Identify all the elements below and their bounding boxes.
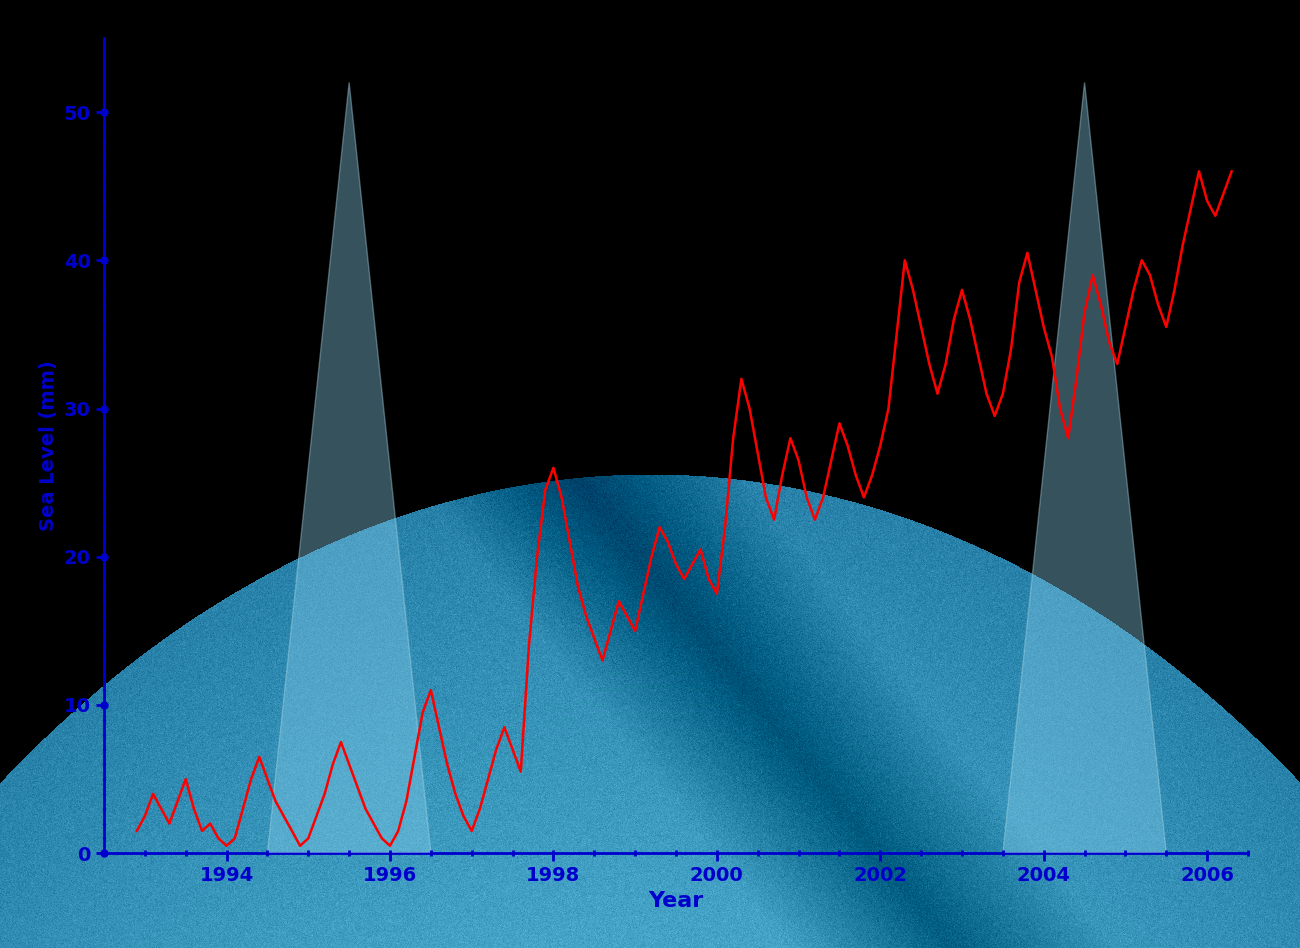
Y-axis label: Sea Level (mm): Sea Level (mm) — [39, 360, 58, 531]
Polygon shape — [268, 82, 430, 853]
X-axis label: Year: Year — [649, 891, 703, 911]
Polygon shape — [1002, 82, 1166, 853]
